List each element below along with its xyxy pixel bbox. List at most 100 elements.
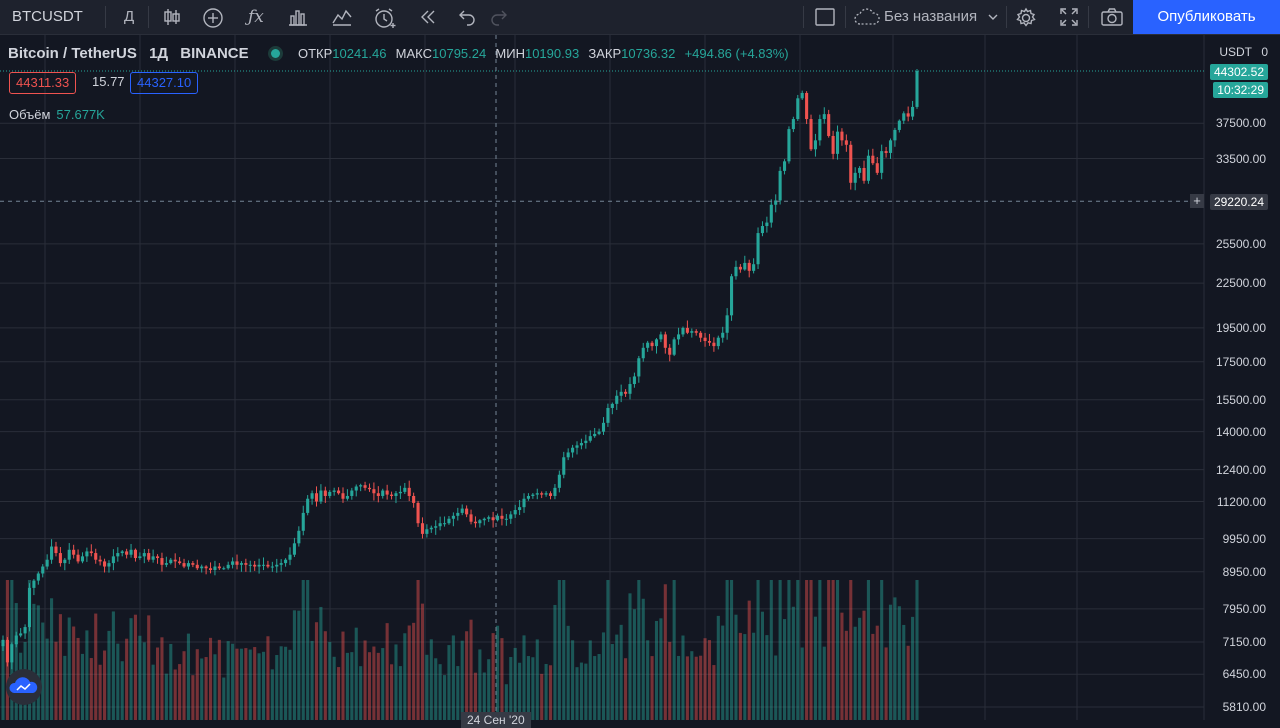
sell-price-button[interactable]: 44311.33 (9, 72, 77, 94)
volume-bar (204, 657, 208, 720)
candle-body (782, 161, 787, 171)
candle-body (805, 92, 809, 120)
toolbar-divider (845, 6, 846, 28)
candles-chart-type-icon[interactable] (162, 0, 182, 34)
volume-bar (27, 580, 32, 720)
add-compare-icon[interactable] (202, 0, 224, 34)
volume-bar (125, 638, 129, 720)
price-tick-label: 7150.00 (1222, 635, 1266, 650)
volume-bar (756, 580, 760, 720)
symbol-search-button[interactable]: BTCUSDT (12, 8, 83, 25)
volume-bar (654, 620, 659, 720)
crosshair-date-label: 24 Сен '20 (461, 712, 531, 728)
volume-bar (142, 642, 146, 720)
candle-body (261, 564, 266, 566)
candle-body (204, 566, 208, 569)
candle-body (606, 407, 610, 423)
volume-bar (782, 619, 787, 720)
candle-body (624, 391, 628, 394)
volume-bar (747, 600, 751, 720)
volume-bar (345, 652, 349, 720)
volume-bar (341, 631, 345, 720)
volume-bar (420, 603, 425, 720)
market-status-icon (270, 49, 280, 59)
undo-icon[interactable] (457, 0, 477, 34)
volume-bar (443, 675, 447, 720)
fullscreen-layout-icon[interactable] (814, 0, 836, 34)
candle-body (778, 170, 782, 201)
volume-bar (310, 640, 314, 720)
camera-icon[interactable] (1100, 0, 1124, 34)
chart-area[interactable]: Bitcoin / TetherUS 1Д BINANCE ОТКР10241.… (0, 35, 1280, 728)
publish-button[interactable]: Опубликовать (1133, 0, 1280, 34)
volume-bar (385, 623, 389, 720)
change-value: +494.86 (+4.83%) (684, 46, 789, 61)
gear-icon[interactable] (1015, 0, 1037, 34)
candle-body (787, 129, 791, 162)
layout-name-button[interactable]: Без названия (884, 8, 978, 25)
candle-body (420, 523, 425, 534)
volume-bar (809, 580, 813, 720)
volume-bar (712, 665, 716, 720)
volume-bar (85, 630, 89, 720)
volume-bar (840, 612, 844, 720)
candle-body (107, 563, 111, 567)
volume-bar (120, 661, 124, 720)
candle-body (769, 204, 773, 223)
buy-price-button[interactable]: 44327.10 (130, 72, 199, 94)
chevron-down-icon[interactable] (987, 0, 999, 34)
volume-bar (323, 631, 327, 720)
volume-bar (297, 610, 301, 720)
candle-body (279, 563, 283, 565)
price-chart[interactable] (0, 35, 1280, 720)
candle-body (248, 564, 252, 566)
candle-body (85, 551, 89, 557)
volume-bar (231, 643, 235, 720)
price-tick-label: 15500.00 (1215, 392, 1266, 407)
indicators-icon[interactable]: ƒx (248, 7, 264, 27)
interval-button[interactable]: Д (124, 8, 135, 25)
redo-icon[interactable] (489, 0, 509, 34)
candle-body (337, 490, 341, 494)
volume-bar (381, 648, 385, 720)
toolbar-divider (148, 6, 149, 28)
volume-bar (526, 656, 530, 720)
candle-body (747, 262, 751, 271)
volume-bar (844, 630, 848, 720)
volume-bar (425, 654, 429, 720)
volume-bar (725, 580, 729, 720)
candle-body (226, 564, 230, 569)
financials-icon[interactable] (331, 0, 353, 34)
candle-body (822, 114, 826, 120)
alert-clock-icon[interactable] (373, 0, 397, 34)
candle-body (765, 222, 769, 227)
volume-bar (133, 614, 138, 720)
volume-bar (522, 635, 526, 720)
toolbar-divider (1006, 6, 1007, 28)
candle-body (646, 342, 650, 348)
tradingview-logo-button[interactable] (6, 669, 42, 705)
candle-body (495, 515, 500, 521)
candle-body (306, 498, 310, 513)
candle-body (566, 452, 570, 458)
add-alert-plus-icon[interactable]: + (1190, 194, 1204, 208)
volume-bar (575, 667, 579, 720)
candle-body (76, 554, 80, 562)
candle-body (332, 490, 336, 492)
candle-body (597, 431, 601, 434)
volume-bar (553, 604, 557, 720)
chart-legend: Bitcoin / TetherUS 1Д BINANCE ОТКР10241.… (8, 45, 794, 62)
volume-bar (469, 619, 473, 720)
candle-body (213, 566, 217, 570)
replay-icon[interactable] (418, 0, 438, 34)
candle-body (381, 490, 385, 496)
fullscreen-icon[interactable] (1059, 0, 1079, 34)
price-tick-label: 9950.00 (1222, 531, 1266, 546)
candle-body (314, 493, 319, 502)
cloud-save-icon[interactable] (853, 0, 881, 34)
volume-bar (270, 669, 274, 720)
templates-icon[interactable] (287, 0, 309, 34)
candle-body (712, 342, 716, 347)
volume-bar (129, 618, 133, 720)
candle-body (151, 556, 155, 560)
